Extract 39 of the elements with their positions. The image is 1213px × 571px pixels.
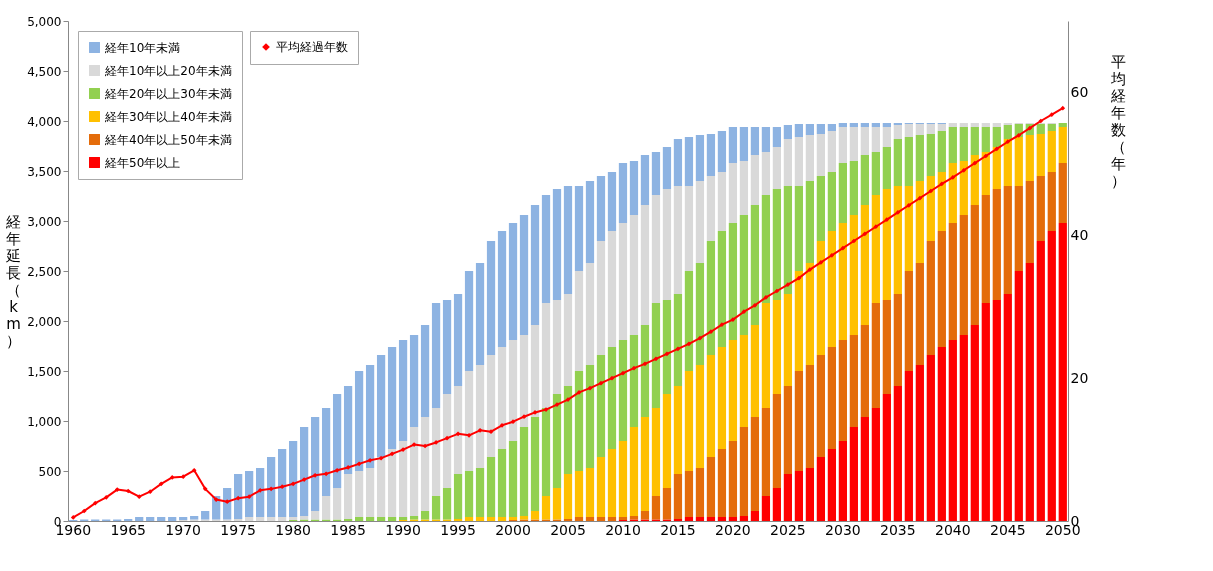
- x-tick-label: 2030: [825, 521, 861, 538]
- y-tick-label: 2,500: [27, 264, 62, 279]
- y2-tick-label: 20: [1070, 369, 1089, 386]
- y-tick-label: 5,000: [27, 14, 62, 29]
- y2-tick-label: 40: [1070, 226, 1089, 243]
- x-tick-label: 2025: [770, 521, 806, 538]
- y-tick-label: 4,000: [27, 114, 62, 129]
- x-tick-label: 1975: [220, 521, 256, 538]
- y-tick-label: 1,000: [27, 414, 62, 429]
- legend-label: 平均経過年数: [276, 40, 348, 54]
- y2-axis-title: 平均経年数（年）: [1110, 52, 1126, 190]
- x-tick-label: 2020: [715, 521, 751, 538]
- x-tick-label: 2040: [935, 521, 971, 538]
- legend-label: 経年20年以上30年未満: [104, 86, 232, 101]
- y-tick-label: 2,000: [27, 314, 62, 329]
- legend-label: 経年50年以上: [104, 155, 181, 170]
- x-tick-label: 1985: [330, 521, 366, 538]
- x-tick-label: 1995: [440, 521, 476, 538]
- x-tick-label: 2035: [880, 521, 916, 538]
- y2-tick-label: 60: [1070, 83, 1089, 100]
- x-tick-label: 2005: [550, 521, 586, 538]
- legend-label: 経年10年以上20年未満: [104, 63, 232, 78]
- y-tick-label: 4,500: [27, 64, 62, 79]
- x-tick-label: 1990: [385, 521, 421, 538]
- x-tick-label: 2010: [605, 521, 641, 538]
- y-axis-title: 経年延長（km）: [5, 212, 21, 350]
- y-tick-label: 1,500: [27, 364, 62, 379]
- x-tick-label: 2000: [495, 521, 531, 538]
- x-tick-label: 2045: [989, 521, 1026, 538]
- y-tick-label: 3,500: [27, 164, 62, 179]
- legend-label: 経年10年未満: [104, 40, 181, 55]
- legend-label: 経年40年以上50年未満: [104, 132, 232, 147]
- y-tick-label: 3,000: [27, 214, 62, 229]
- x-tick-label: 1980: [275, 521, 311, 538]
- x-tick-label: 1970: [165, 521, 201, 538]
- y-tick-label: 500: [38, 464, 62, 479]
- legend-label: 経年30年以上40年未満: [104, 109, 232, 124]
- x-tick-label: 1965: [110, 521, 147, 538]
- x-tick-label: 2015: [660, 521, 696, 538]
